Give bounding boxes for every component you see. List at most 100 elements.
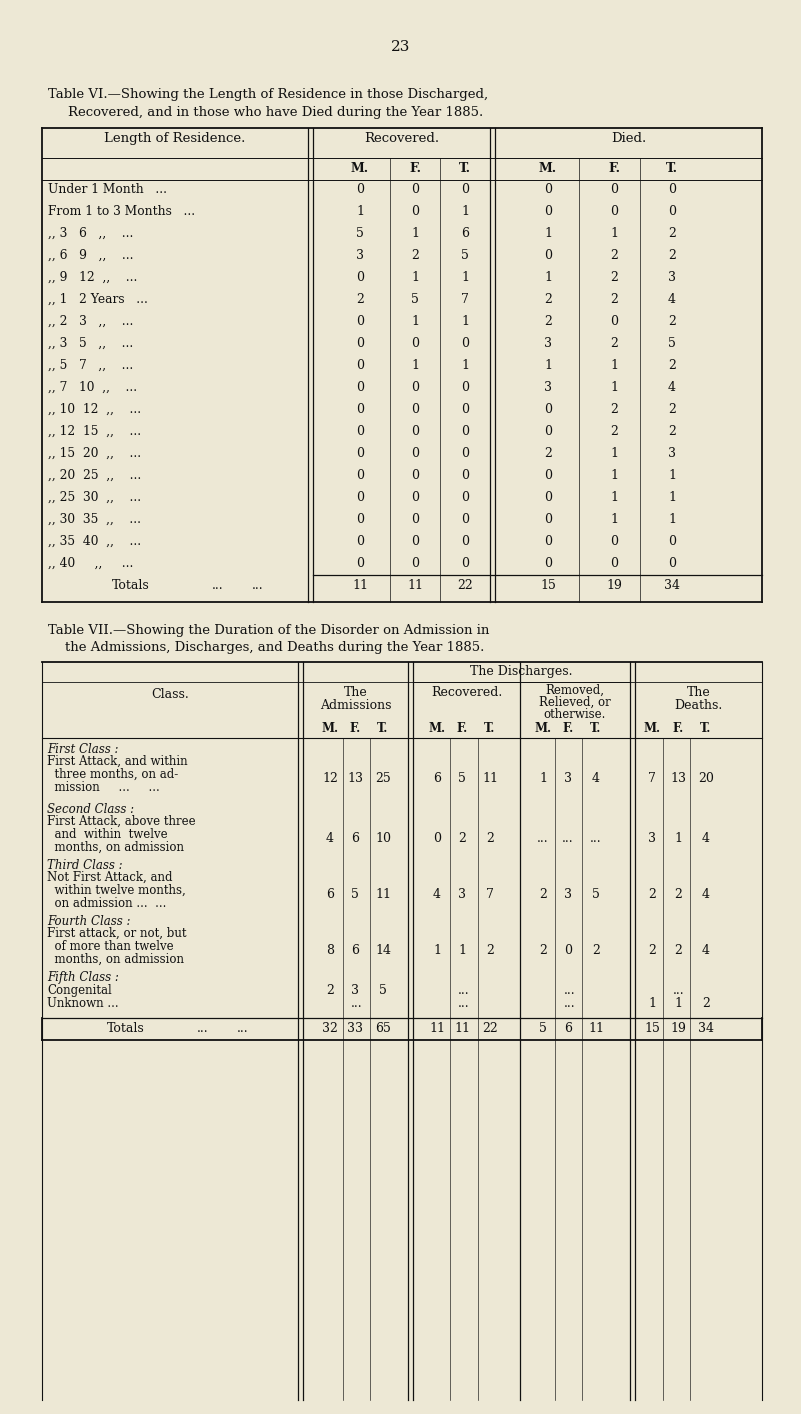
Text: 0: 0 xyxy=(461,513,469,526)
Text: 2: 2 xyxy=(592,945,600,957)
Text: 20: 20 xyxy=(698,772,714,785)
Text: ,, 35  40  ,,    ...: ,, 35 40 ,, ... xyxy=(48,534,141,549)
Text: 1: 1 xyxy=(433,945,441,957)
Text: Unknown ...: Unknown ... xyxy=(47,997,119,1010)
Text: 0: 0 xyxy=(544,491,552,503)
Text: 4: 4 xyxy=(668,293,676,305)
Text: ,, 40     ,,     ...: ,, 40 ,, ... xyxy=(48,557,134,570)
Text: T.: T. xyxy=(377,723,388,735)
Text: 1: 1 xyxy=(411,359,419,372)
Text: 1: 1 xyxy=(674,997,682,1010)
Text: ...: ... xyxy=(351,997,362,1010)
Text: 0: 0 xyxy=(610,205,618,218)
Text: 4: 4 xyxy=(702,831,710,846)
Text: 4: 4 xyxy=(702,945,710,957)
Text: 0: 0 xyxy=(411,491,419,503)
Text: 0: 0 xyxy=(411,534,419,549)
Text: 12: 12 xyxy=(322,772,338,785)
Text: 0: 0 xyxy=(610,315,618,328)
Text: 1: 1 xyxy=(610,359,618,372)
Text: M.: M. xyxy=(534,723,552,735)
Text: 3: 3 xyxy=(356,249,364,262)
Text: 1: 1 xyxy=(539,772,547,785)
Text: 5: 5 xyxy=(458,772,466,785)
Text: 0: 0 xyxy=(461,380,469,395)
Text: 2: 2 xyxy=(544,293,552,305)
Text: 2: 2 xyxy=(668,249,676,262)
Text: Class.: Class. xyxy=(151,689,189,701)
Text: M.: M. xyxy=(539,163,557,175)
Text: 3: 3 xyxy=(668,271,676,284)
Text: 11: 11 xyxy=(429,1022,445,1035)
Text: 0: 0 xyxy=(356,557,364,570)
Text: 0: 0 xyxy=(356,380,364,395)
Text: From 1 to 3 Months   ...: From 1 to 3 Months ... xyxy=(48,205,195,218)
Text: 1: 1 xyxy=(668,469,676,482)
Text: 0: 0 xyxy=(668,557,676,570)
Text: 0: 0 xyxy=(411,426,419,438)
Text: 3: 3 xyxy=(544,380,552,395)
Text: 34: 34 xyxy=(698,1022,714,1035)
Text: 0: 0 xyxy=(356,359,364,372)
Text: ...: ... xyxy=(212,578,223,592)
Text: within twelve months,: within twelve months, xyxy=(47,884,186,896)
Text: the Admissions, Discharges, and Deaths during the Year 1885.: the Admissions, Discharges, and Deaths d… xyxy=(65,641,485,655)
Text: 0: 0 xyxy=(411,469,419,482)
Text: 0: 0 xyxy=(461,469,469,482)
Text: 0: 0 xyxy=(461,534,469,549)
Text: 2: 2 xyxy=(544,315,552,328)
Text: 11: 11 xyxy=(375,888,391,901)
Text: on admission ...  ...: on admission ... ... xyxy=(47,896,167,911)
Text: ...: ... xyxy=(590,831,602,846)
Text: 1: 1 xyxy=(411,271,419,284)
Text: 6: 6 xyxy=(351,831,359,846)
Text: 2: 2 xyxy=(539,888,547,901)
Text: 0: 0 xyxy=(544,557,552,570)
Text: 5: 5 xyxy=(356,228,364,240)
Text: 2: 2 xyxy=(668,228,676,240)
Text: ...: ... xyxy=(457,984,469,997)
Text: ,, 20  25  ,,    ...: ,, 20 25 ,, ... xyxy=(48,469,141,482)
Text: ,, 3   6   ,,    ...: ,, 3 6 ,, ... xyxy=(48,228,134,240)
Text: The: The xyxy=(344,686,368,699)
Text: 0: 0 xyxy=(461,491,469,503)
Text: The: The xyxy=(686,686,710,699)
Text: 13: 13 xyxy=(670,772,686,785)
Text: 3: 3 xyxy=(351,984,359,997)
Text: First Attack, and within: First Attack, and within xyxy=(47,755,187,768)
Text: 14: 14 xyxy=(375,945,391,957)
Text: Third Class :: Third Class : xyxy=(47,858,123,872)
Text: ...: ... xyxy=(564,997,575,1010)
Text: 0: 0 xyxy=(411,557,419,570)
Text: 1: 1 xyxy=(648,997,656,1010)
Text: F.: F. xyxy=(672,723,683,735)
Text: 7: 7 xyxy=(648,772,656,785)
Text: 0: 0 xyxy=(356,426,364,438)
Text: T.: T. xyxy=(485,723,496,735)
Text: 0: 0 xyxy=(564,945,572,957)
Text: 5: 5 xyxy=(668,337,676,351)
Text: 1: 1 xyxy=(461,359,469,372)
Text: 6: 6 xyxy=(326,888,334,901)
Text: 19: 19 xyxy=(670,1022,686,1035)
Text: ,, 25  30  ,,    ...: ,, 25 30 ,, ... xyxy=(48,491,141,503)
Text: 5: 5 xyxy=(411,293,419,305)
Text: 0: 0 xyxy=(461,182,469,197)
Text: 2: 2 xyxy=(648,888,656,901)
Text: 0: 0 xyxy=(544,182,552,197)
Text: M.: M. xyxy=(429,723,445,735)
Text: 1: 1 xyxy=(461,205,469,218)
Text: 4: 4 xyxy=(668,380,676,395)
Text: Length of Residence.: Length of Residence. xyxy=(104,132,246,146)
Text: 1: 1 xyxy=(411,228,419,240)
Text: 1: 1 xyxy=(356,205,364,218)
Text: ...: ... xyxy=(564,984,575,997)
Text: 5: 5 xyxy=(379,984,387,997)
Text: 0: 0 xyxy=(610,557,618,570)
Text: 1: 1 xyxy=(461,271,469,284)
Text: 1: 1 xyxy=(610,380,618,395)
Text: 15: 15 xyxy=(540,578,556,592)
Text: 19: 19 xyxy=(606,578,622,592)
Text: 3: 3 xyxy=(564,772,572,785)
Text: 2: 2 xyxy=(674,888,682,901)
